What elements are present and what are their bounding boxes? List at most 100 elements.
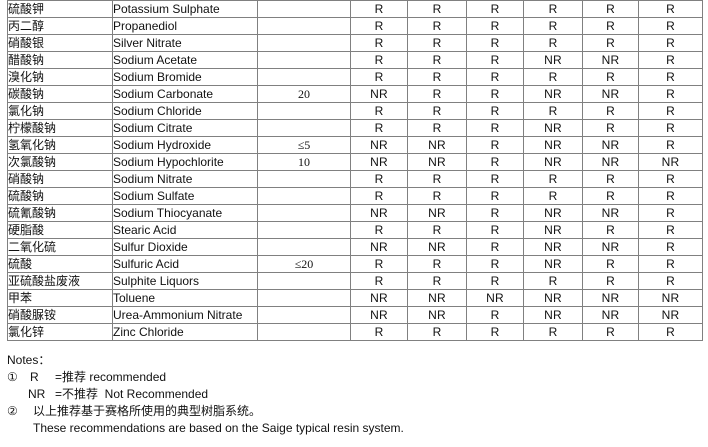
rating-cell: NR [523,204,583,222]
rating-cell: R [350,34,408,52]
rating-cell: R [466,34,524,52]
rating-cell: R [350,102,408,120]
concentration-cell [257,289,351,307]
chemical-name-en: Sodium Acetate [112,51,258,69]
rating-cell: NR [407,289,467,307]
table-row: 硫酸 Sulfuric Acid ≤20 R R R NR R R [7,255,703,273]
chemical-name-cn: 甲苯 [7,289,113,307]
notes-title-label: Notes： [7,353,51,367]
rating-cell: R [466,51,524,69]
rating-cell: NR [350,136,408,154]
chemical-name-cn: 醋酸钠 [7,51,113,69]
note-r-definition: ① R =推荐 recommended [7,369,404,386]
concentration-cell: ≤20 [257,255,351,273]
rating-cell: R [638,136,703,154]
rating-cell: R [638,51,703,69]
note-nr-definition: NR =不推荐 Not Recommended [7,386,404,403]
rating-cell: NR [582,204,639,222]
chemical-name-en: Potassium Sulphate [112,0,258,18]
chemical-name-en: Sodium Bromide [112,68,258,86]
rating-cell: R [466,238,524,256]
rating-cell: NR [350,204,408,222]
rating-cell: R [523,0,583,18]
chemical-name-cn: 次氯酸钠 [7,153,113,171]
chemical-name-cn: 硝酸脲铵 [7,306,113,324]
concentration-cell [257,119,351,137]
notes-title: Notes： [7,352,404,369]
concentration-cell: ≤5 [257,136,351,154]
rating-cell: R [638,255,703,273]
rating-cell: R [407,34,467,52]
table-row: 硫氰酸钠 Sodium Thiocyanate NR NR R NR NR R [7,204,703,222]
rating-cell: R [638,102,703,120]
rating-cell: NR [582,306,639,324]
rating-cell: NR [582,238,639,256]
rating-cell: R [582,0,639,18]
chemical-name-en: Sulphite Liquors [112,272,258,290]
rating-cell: NR [350,153,408,171]
table-row: 溴化钠 Sodium Bromide R R R R R R [7,68,703,86]
chemical-name-cn: 丙二醇 [7,17,113,35]
rating-cell: NR [407,204,467,222]
note-resin-cn-text: 以上推荐基于赛格所使用的典型树脂系统。 [33,404,262,418]
concentration-cell [257,221,351,239]
rating-cell: R [350,272,408,290]
rating-cell: R [407,187,467,205]
rating-cell: R [638,204,703,222]
rating-cell: R [638,17,703,35]
concentration-cell: 20 [257,85,351,103]
chemical-name-en: Propanediol [112,17,258,35]
concentration-cell [257,170,351,188]
rating-cell: R [638,85,703,103]
rating-cell: R [582,17,639,35]
note-resin-en-text: These recommendations are based on the S… [33,421,404,435]
table-row: 柠檬酸钠 Sodium Citrate R R R NR R R [7,119,703,137]
table-row: 氯化锌 Zinc Chloride R R R R R R [7,323,703,341]
rating-cell: R [582,102,639,120]
table-row: 硫酸钠 Sodium Sulfate R R R R R R [7,187,703,205]
table-row: 硝酸银 Silver Nitrate R R R R R R [7,34,703,52]
rating-cell: R [582,187,639,205]
rating-cell: R [350,221,408,239]
rating-cell: R [350,17,408,35]
table-row: 硝酸钠 Sodium Nitrate R R R R R R [7,170,703,188]
rating-cell: R [407,102,467,120]
rating-cell: R [350,170,408,188]
table-row: 氢氧化钠 Sodium Hydroxide ≤5 NR NR R NR NR R [7,136,703,154]
notes-section: Notes： ① R =推荐 recommended NR =不推荐 Not R… [7,352,404,437]
rating-cell: NR [523,238,583,256]
rating-cell: R [407,272,467,290]
chemical-name-en: Sodium Hypochlorite [112,153,258,171]
concentration-cell [257,204,351,222]
note-def-r: =推荐 recommended [55,370,167,384]
concentration-cell [257,187,351,205]
chemical-name-cn: 硝酸银 [7,34,113,52]
rating-cell: R [350,0,408,18]
note-resin-en: These recommendations are based on the S… [7,420,404,437]
rating-cell: R [638,119,703,137]
rating-cell: R [582,221,639,239]
rating-cell: NR [350,289,408,307]
rating-cell: NR [523,306,583,324]
rating-cell: R [466,323,524,341]
note-marker-2: ② [7,404,18,418]
rating-cell: R [407,119,467,137]
rating-cell: R [466,221,524,239]
rating-cell: R [407,323,467,341]
rating-cell: R [523,272,583,290]
rating-cell: R [638,238,703,256]
rating-cell: NR [582,85,639,103]
rating-cell: R [407,17,467,35]
rating-cell: R [582,255,639,273]
rating-cell: R [638,323,703,341]
table-row: 碳酸钠 Sodium Carbonate 20 NR R R NR NR R [7,85,703,103]
rating-cell: NR [523,51,583,69]
rating-cell: R [407,170,467,188]
note-resin-cn: ② 以上推荐基于赛格所使用的典型树脂系统。 [7,403,404,420]
rating-cell: NR [523,136,583,154]
rating-cell: NR [582,136,639,154]
chemical-name-en: Sodium Nitrate [112,170,258,188]
table-row: 氯化钠 Sodium Chloride R R R R R R [7,102,703,120]
chemical-name-cn: 氢氧化钠 [7,136,113,154]
